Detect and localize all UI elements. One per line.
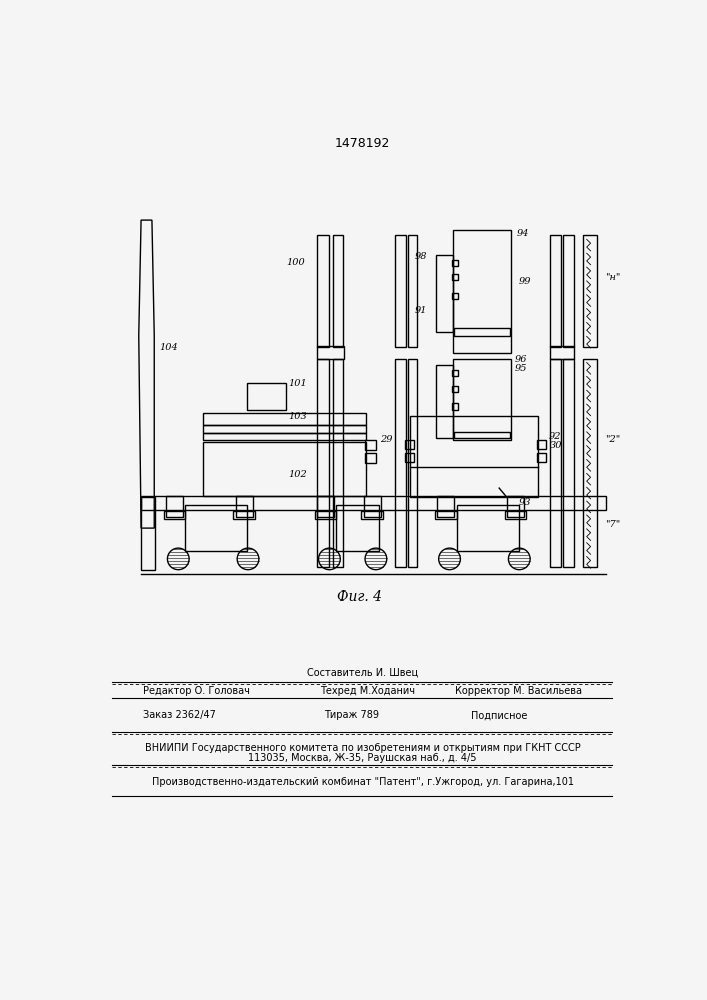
Bar <box>332 235 344 347</box>
Bar <box>363 496 380 517</box>
Text: 93: 93 <box>518 498 531 507</box>
Bar <box>315 511 337 519</box>
Text: 98: 98 <box>414 252 427 261</box>
Text: 99: 99 <box>518 277 531 286</box>
Text: Подписное: Подписное <box>471 710 527 720</box>
Bar <box>235 496 252 517</box>
Bar <box>332 359 344 567</box>
Bar <box>457 505 518 551</box>
Text: Заказ 2362/47: Заказ 2362/47 <box>144 710 216 720</box>
Bar <box>452 403 458 410</box>
Text: Редактор О. Головач: Редактор О. Головач <box>144 686 250 696</box>
Bar <box>203 433 366 440</box>
Bar <box>454 328 510 336</box>
Bar <box>141 496 606 510</box>
Text: 29: 29 <box>380 435 393 444</box>
Bar <box>452 274 458 280</box>
Bar <box>436 365 452 438</box>
Bar <box>203 425 366 433</box>
Bar <box>317 235 329 347</box>
Bar <box>408 359 417 567</box>
Bar <box>185 505 247 551</box>
Bar <box>395 359 406 567</box>
Text: 101: 101 <box>288 379 307 388</box>
Bar <box>507 496 524 517</box>
Bar <box>408 235 417 347</box>
Bar <box>452 260 458 266</box>
Bar <box>317 359 329 567</box>
Bar <box>203 442 366 496</box>
Bar <box>452 359 510 440</box>
Bar <box>537 453 547 462</box>
Bar <box>247 383 286 410</box>
Text: Техред М.Ходанич: Техред М.Ходанич <box>320 686 415 696</box>
Bar <box>452 230 510 353</box>
Bar <box>583 235 597 347</box>
Bar <box>436 255 452 332</box>
Bar <box>404 453 414 462</box>
Bar <box>365 453 376 463</box>
Text: 91: 91 <box>414 306 427 315</box>
Text: 92: 92 <box>549 432 561 441</box>
Bar <box>365 440 376 450</box>
Text: Тираж 789: Тираж 789 <box>325 710 380 720</box>
Bar <box>549 359 561 567</box>
Bar <box>203 413 366 425</box>
Bar <box>452 293 458 299</box>
Text: "7": "7" <box>605 520 621 529</box>
Bar <box>435 511 457 519</box>
Bar <box>563 235 573 347</box>
Bar <box>317 346 344 359</box>
Bar <box>233 511 255 519</box>
Bar <box>337 505 379 551</box>
Bar <box>141 497 155 570</box>
Bar <box>549 346 574 359</box>
Bar <box>563 359 573 567</box>
Bar <box>583 359 597 567</box>
Bar <box>317 496 334 517</box>
Text: 94: 94 <box>517 229 530 238</box>
Text: "2": "2" <box>605 435 621 444</box>
Text: ВНИИПИ Государственного комитета по изобретениям и открытиям при ГКНТ СССР: ВНИИПИ Государственного комитета по изоб… <box>145 743 580 753</box>
Text: 96: 96 <box>515 355 527 364</box>
Text: Корректор М. Васильева: Корректор М. Васильева <box>455 686 582 696</box>
Text: 104: 104 <box>160 343 178 352</box>
Text: 30: 30 <box>550 441 563 450</box>
Text: Составитель И. Швец: Составитель И. Швец <box>307 668 419 678</box>
Text: 95: 95 <box>515 364 527 373</box>
Bar <box>537 440 547 449</box>
Bar <box>454 432 510 438</box>
Bar <box>395 235 406 347</box>
Bar <box>404 440 414 449</box>
Text: 103: 103 <box>288 412 307 421</box>
Bar <box>505 511 526 519</box>
Text: Фиг. 4: Фиг. 4 <box>337 590 382 604</box>
Text: Производственно-издательский комбинат "Патент", г.Ужгород, ул. Гагарина,101: Производственно-издательский комбинат "П… <box>152 777 573 787</box>
Bar <box>361 511 383 519</box>
Text: 102: 102 <box>288 470 307 479</box>
Text: 100: 100 <box>286 258 305 267</box>
Text: 1478192: 1478192 <box>335 137 390 150</box>
Bar <box>549 235 561 347</box>
Bar <box>410 416 538 497</box>
Bar <box>166 496 183 517</box>
Bar <box>452 386 458 392</box>
Bar <box>437 496 454 517</box>
Bar <box>163 511 185 519</box>
Text: "н": "н" <box>605 273 621 282</box>
Text: 113035, Москва, Ж-35, Раушская наб., д. 4/5: 113035, Москва, Ж-35, Раушская наб., д. … <box>248 753 477 763</box>
Bar <box>452 370 458 376</box>
